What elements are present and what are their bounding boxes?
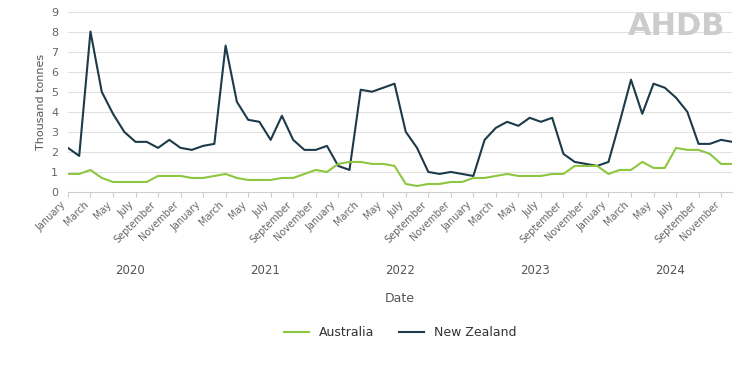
Text: 2022: 2022 (385, 264, 415, 277)
Australia (288, 175, 297, 180)
New Zealand (86, 29, 95, 34)
New Zealand (469, 174, 478, 178)
Australia (671, 146, 680, 150)
New Zealand (300, 147, 309, 152)
Australia (63, 172, 72, 176)
Text: 2024: 2024 (655, 264, 686, 277)
Text: AHDB: AHDB (627, 12, 725, 41)
Australia (728, 162, 737, 166)
Line: Australia: Australia (68, 148, 732, 186)
Australia (176, 174, 185, 178)
Text: 2021: 2021 (250, 264, 280, 277)
New Zealand (288, 137, 297, 142)
Australia (412, 184, 421, 188)
New Zealand (63, 146, 72, 150)
Australia (277, 175, 286, 180)
New Zealand (503, 119, 512, 124)
Y-axis label: Thousand tonnes: Thousand tonnes (35, 54, 45, 150)
Legend: Australia, New Zealand: Australia, New Zealand (279, 321, 522, 344)
Text: 2020: 2020 (115, 264, 145, 277)
Line: New Zealand: New Zealand (68, 31, 732, 176)
New Zealand (266, 137, 275, 142)
New Zealand (187, 147, 196, 152)
Australia (492, 174, 501, 178)
New Zealand (728, 139, 737, 144)
Australia (233, 175, 242, 180)
Text: Date: Date (385, 292, 415, 305)
Text: 2023: 2023 (520, 264, 550, 277)
New Zealand (244, 118, 253, 122)
Australia (255, 178, 264, 182)
